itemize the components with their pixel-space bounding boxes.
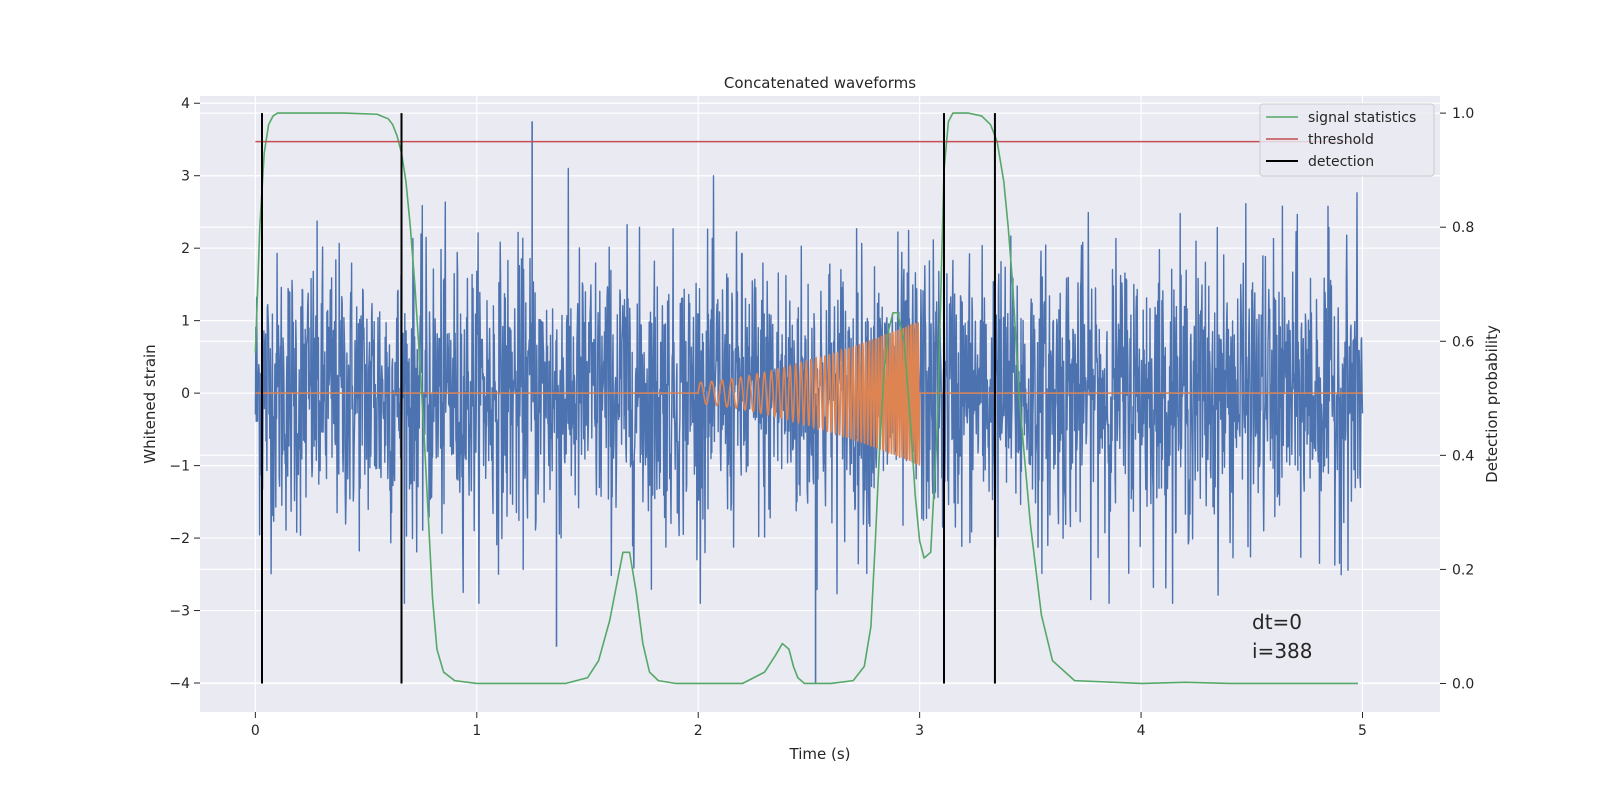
legend-label-signal-statistics: signal statistics (1308, 110, 1416, 126)
x-tick-label: 2 (694, 723, 703, 739)
axes-layer: 0 1 2 3 4 5 −4 −3 −2 −1 0 1 2 3 4 0.0 0.2 0.4 0.6 0.8 1.0 (169, 96, 1474, 739)
annotation-index: i=388 (1252, 639, 1313, 663)
y2-tick-label: 0.4 (1452, 448, 1474, 464)
y-tick-label: 2 (181, 241, 190, 257)
y-tick-label: −2 (169, 531, 190, 547)
y-tick-label: −4 (169, 676, 190, 692)
signal-statistics-series (254, 112, 1359, 685)
y-tick-label: 0 (181, 386, 190, 402)
injected-waveform-series (255, 322, 1363, 466)
y-tick-label: 4 (181, 96, 190, 112)
legend-label-detection: detection (1308, 154, 1374, 170)
y2-tick-label: 0.8 (1452, 220, 1474, 236)
legend-label-threshold: threshold (1308, 132, 1374, 148)
y2-axis-label: Detection probability (1483, 325, 1501, 483)
y2-tick-label: 0.0 (1452, 676, 1474, 692)
strain-series (254, 167, 1364, 604)
x-tick-label: 4 (1137, 723, 1146, 739)
y-tick-label: 1 (181, 314, 190, 330)
data-layer (254, 112, 1364, 685)
y2-tick-label: 0.6 (1452, 334, 1474, 350)
x-tick-label: 5 (1358, 723, 1367, 739)
y-axis-label: Whitened strain (141, 344, 159, 463)
chart-title: Concatenated waveforms (724, 74, 916, 92)
y-tick-label: −3 (169, 604, 190, 620)
legend-box (1259, 103, 1435, 177)
x-axis-label: Time (s) (789, 745, 851, 763)
annotation-dt: dt=0 (1252, 610, 1302, 634)
x-tick-label: 0 (251, 723, 260, 739)
y-tick-label: −1 (169, 459, 190, 475)
y-tick-label: 3 (181, 169, 190, 185)
y2-tick-label: 0.2 (1452, 562, 1474, 578)
legend: signal statistics threshold detection (1259, 103, 1435, 177)
x-tick-label: 1 (472, 723, 481, 739)
y2-tick-label: 1.0 (1452, 106, 1474, 122)
x-tick-label: 3 (915, 723, 924, 739)
